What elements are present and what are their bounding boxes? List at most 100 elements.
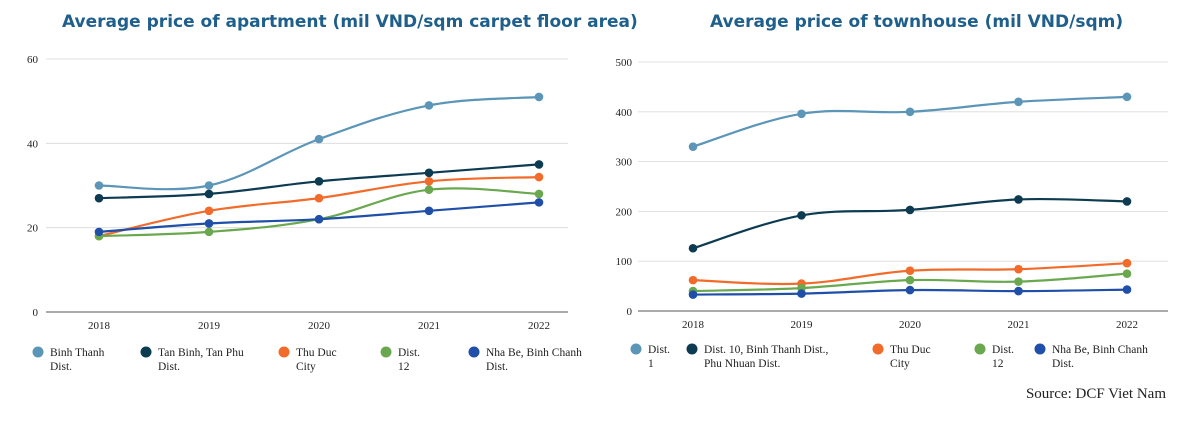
townhouse-chart-title: Average price of townhouse (mil VND/sqm) xyxy=(710,12,1124,32)
townhouse-legend-marker xyxy=(1034,343,1046,355)
townhouse-data-point xyxy=(1122,269,1132,278)
townhouse-x-tick-label: 2019 xyxy=(791,319,814,331)
townhouse-data-point xyxy=(905,285,915,295)
apartment-data-point xyxy=(534,160,544,169)
apartment-data-point xyxy=(314,214,324,224)
townhouse-legend-label: Phu Nhuan Dist. xyxy=(704,358,780,370)
apartment-data-point xyxy=(534,92,544,102)
townhouse-data-point xyxy=(905,107,915,117)
townhouse-legend-label: 1 xyxy=(648,358,654,370)
townhouse-legend-label: Dist. 10, Binh Thanh Dist., xyxy=(704,344,829,356)
apartment-legend-label: Tan Binh, Tan Phu xyxy=(158,347,244,359)
townhouse-data-point xyxy=(905,205,915,215)
apartment-y-tick-label: 20 xyxy=(27,223,39,235)
apartment-y-tick-label: 40 xyxy=(27,138,39,150)
townhouse-y-tick-label: 300 xyxy=(616,157,633,169)
apartment-data-point xyxy=(534,172,544,182)
apartment-legend-label: Dist. xyxy=(398,347,420,359)
apartment-x-tick-label: 2018 xyxy=(88,320,111,332)
townhouse-data-point xyxy=(688,290,698,299)
apartment-legend-label: City xyxy=(296,361,316,373)
townhouse-legend-label: City xyxy=(890,358,910,370)
apartment-data-point xyxy=(314,134,324,144)
townhouse-data-point xyxy=(1014,264,1023,274)
apartment-chart-title: Average price of apartment (mil VND/sqm … xyxy=(62,12,638,32)
townhouse-data-point xyxy=(1014,195,1023,204)
townhouse-x-tick-label: 2018 xyxy=(682,319,705,331)
townhouse-data-point xyxy=(1014,286,1023,296)
townhouse-legend-label: 12 xyxy=(992,358,1004,370)
townhouse-x-tick-label: 2021 xyxy=(1008,319,1030,331)
townhouse-data-point xyxy=(1122,197,1132,206)
source-note: Source: DCF Viet Nam xyxy=(1025,386,1166,402)
townhouse-y-tick-label: 500 xyxy=(616,57,633,69)
apartment-legend-marker xyxy=(468,346,480,358)
apartment-data-point xyxy=(204,206,214,216)
apartment-legend-label: Dist. xyxy=(158,361,180,373)
apartment-x-tick-label: 2019 xyxy=(198,320,221,332)
townhouse-x-tick-label: 2020 xyxy=(899,319,922,331)
townhouse-chart: 0 100 200 300 400 500 2018 2019 2020 2021 2022 Dist… xyxy=(616,57,1168,370)
apartment-y-tick-label: 0 xyxy=(33,307,39,319)
apartment-data-point xyxy=(424,176,434,186)
apartment-data-point xyxy=(94,181,104,190)
townhouse-y-tick-label: 0 xyxy=(627,306,633,318)
townhouse-legend-marker xyxy=(686,343,698,355)
apartment-data-point xyxy=(204,219,214,228)
apartment-data-point xyxy=(314,193,324,203)
townhouse-data-point xyxy=(797,289,806,298)
townhouse-data-point xyxy=(1122,285,1132,294)
apartment-legend-label: Nha Be, Binh Chanh xyxy=(486,347,582,359)
apartment-x-tick-label: 2021 xyxy=(418,320,440,332)
townhouse-legend-label: Dist. xyxy=(992,344,1014,356)
townhouse-data-point xyxy=(688,243,698,253)
apartment-data-point xyxy=(204,181,214,190)
townhouse-y-tick-label: 100 xyxy=(616,256,633,268)
apartment-data-point xyxy=(534,189,544,199)
apartment-data-point xyxy=(424,101,434,110)
apartment-legend-label: Dist. xyxy=(486,361,508,373)
townhouse-y-tick-label: 200 xyxy=(616,206,633,218)
apartment-legend-label: Binh Thanh xyxy=(50,347,105,359)
townhouse-data-point xyxy=(688,142,698,151)
apartment-legend-marker xyxy=(380,346,392,358)
apartment-data-point xyxy=(314,176,324,186)
apartment-chart: 0 20 40 60 2018 2019 2020 2021 2022 Binh Thanh Dis… xyxy=(27,54,582,373)
apartment-x-tick-label: 2022 xyxy=(528,320,550,332)
townhouse-legend-label: Thu Duc xyxy=(890,344,931,356)
townhouse-data-point xyxy=(1014,277,1023,286)
apartment-data-point xyxy=(534,198,544,207)
apartment-data-point xyxy=(204,189,214,199)
townhouse-data-point xyxy=(1014,97,1023,107)
apartment-legend-label: Dist. xyxy=(50,361,72,373)
apartment-legend-label: 12 xyxy=(398,361,410,373)
townhouse-legend-label: Dist. xyxy=(648,344,670,356)
apartment-data-point xyxy=(424,185,434,195)
apartment-legend-marker xyxy=(32,346,44,358)
townhouse-data-point xyxy=(905,275,915,285)
townhouse-legend-marker xyxy=(974,343,986,355)
townhouse-legend-label: Nha Be, Binh Chanh xyxy=(1052,344,1148,356)
apartment-x-tick-label: 2020 xyxy=(308,320,331,332)
townhouse-x-tick-label: 2022 xyxy=(1116,319,1138,331)
townhouse-data-point xyxy=(1122,258,1132,268)
townhouse-data-point xyxy=(688,275,698,285)
townhouse-data-point xyxy=(797,211,806,220)
townhouse-data-point xyxy=(905,266,915,275)
apartment-legend-marker xyxy=(278,346,290,358)
apartment-data-point xyxy=(424,168,434,178)
apartment-data-point xyxy=(94,193,104,203)
townhouse-legend-label: Dist. xyxy=(1052,358,1074,370)
townhouse-legend-marker xyxy=(872,343,884,355)
townhouse-series-line xyxy=(692,95,1128,148)
townhouse-data-point xyxy=(1122,92,1132,102)
apartment-legend-marker xyxy=(140,346,152,358)
townhouse-y-tick-label: 400 xyxy=(616,107,633,119)
apartment-data-point xyxy=(424,206,434,216)
apartment-y-tick-label: 60 xyxy=(27,54,39,66)
townhouse-legend-marker xyxy=(630,343,642,355)
apartment-data-point xyxy=(94,227,104,237)
apartment-legend-label: Thu Duc xyxy=(296,347,337,359)
apartment-data-point xyxy=(204,227,214,237)
